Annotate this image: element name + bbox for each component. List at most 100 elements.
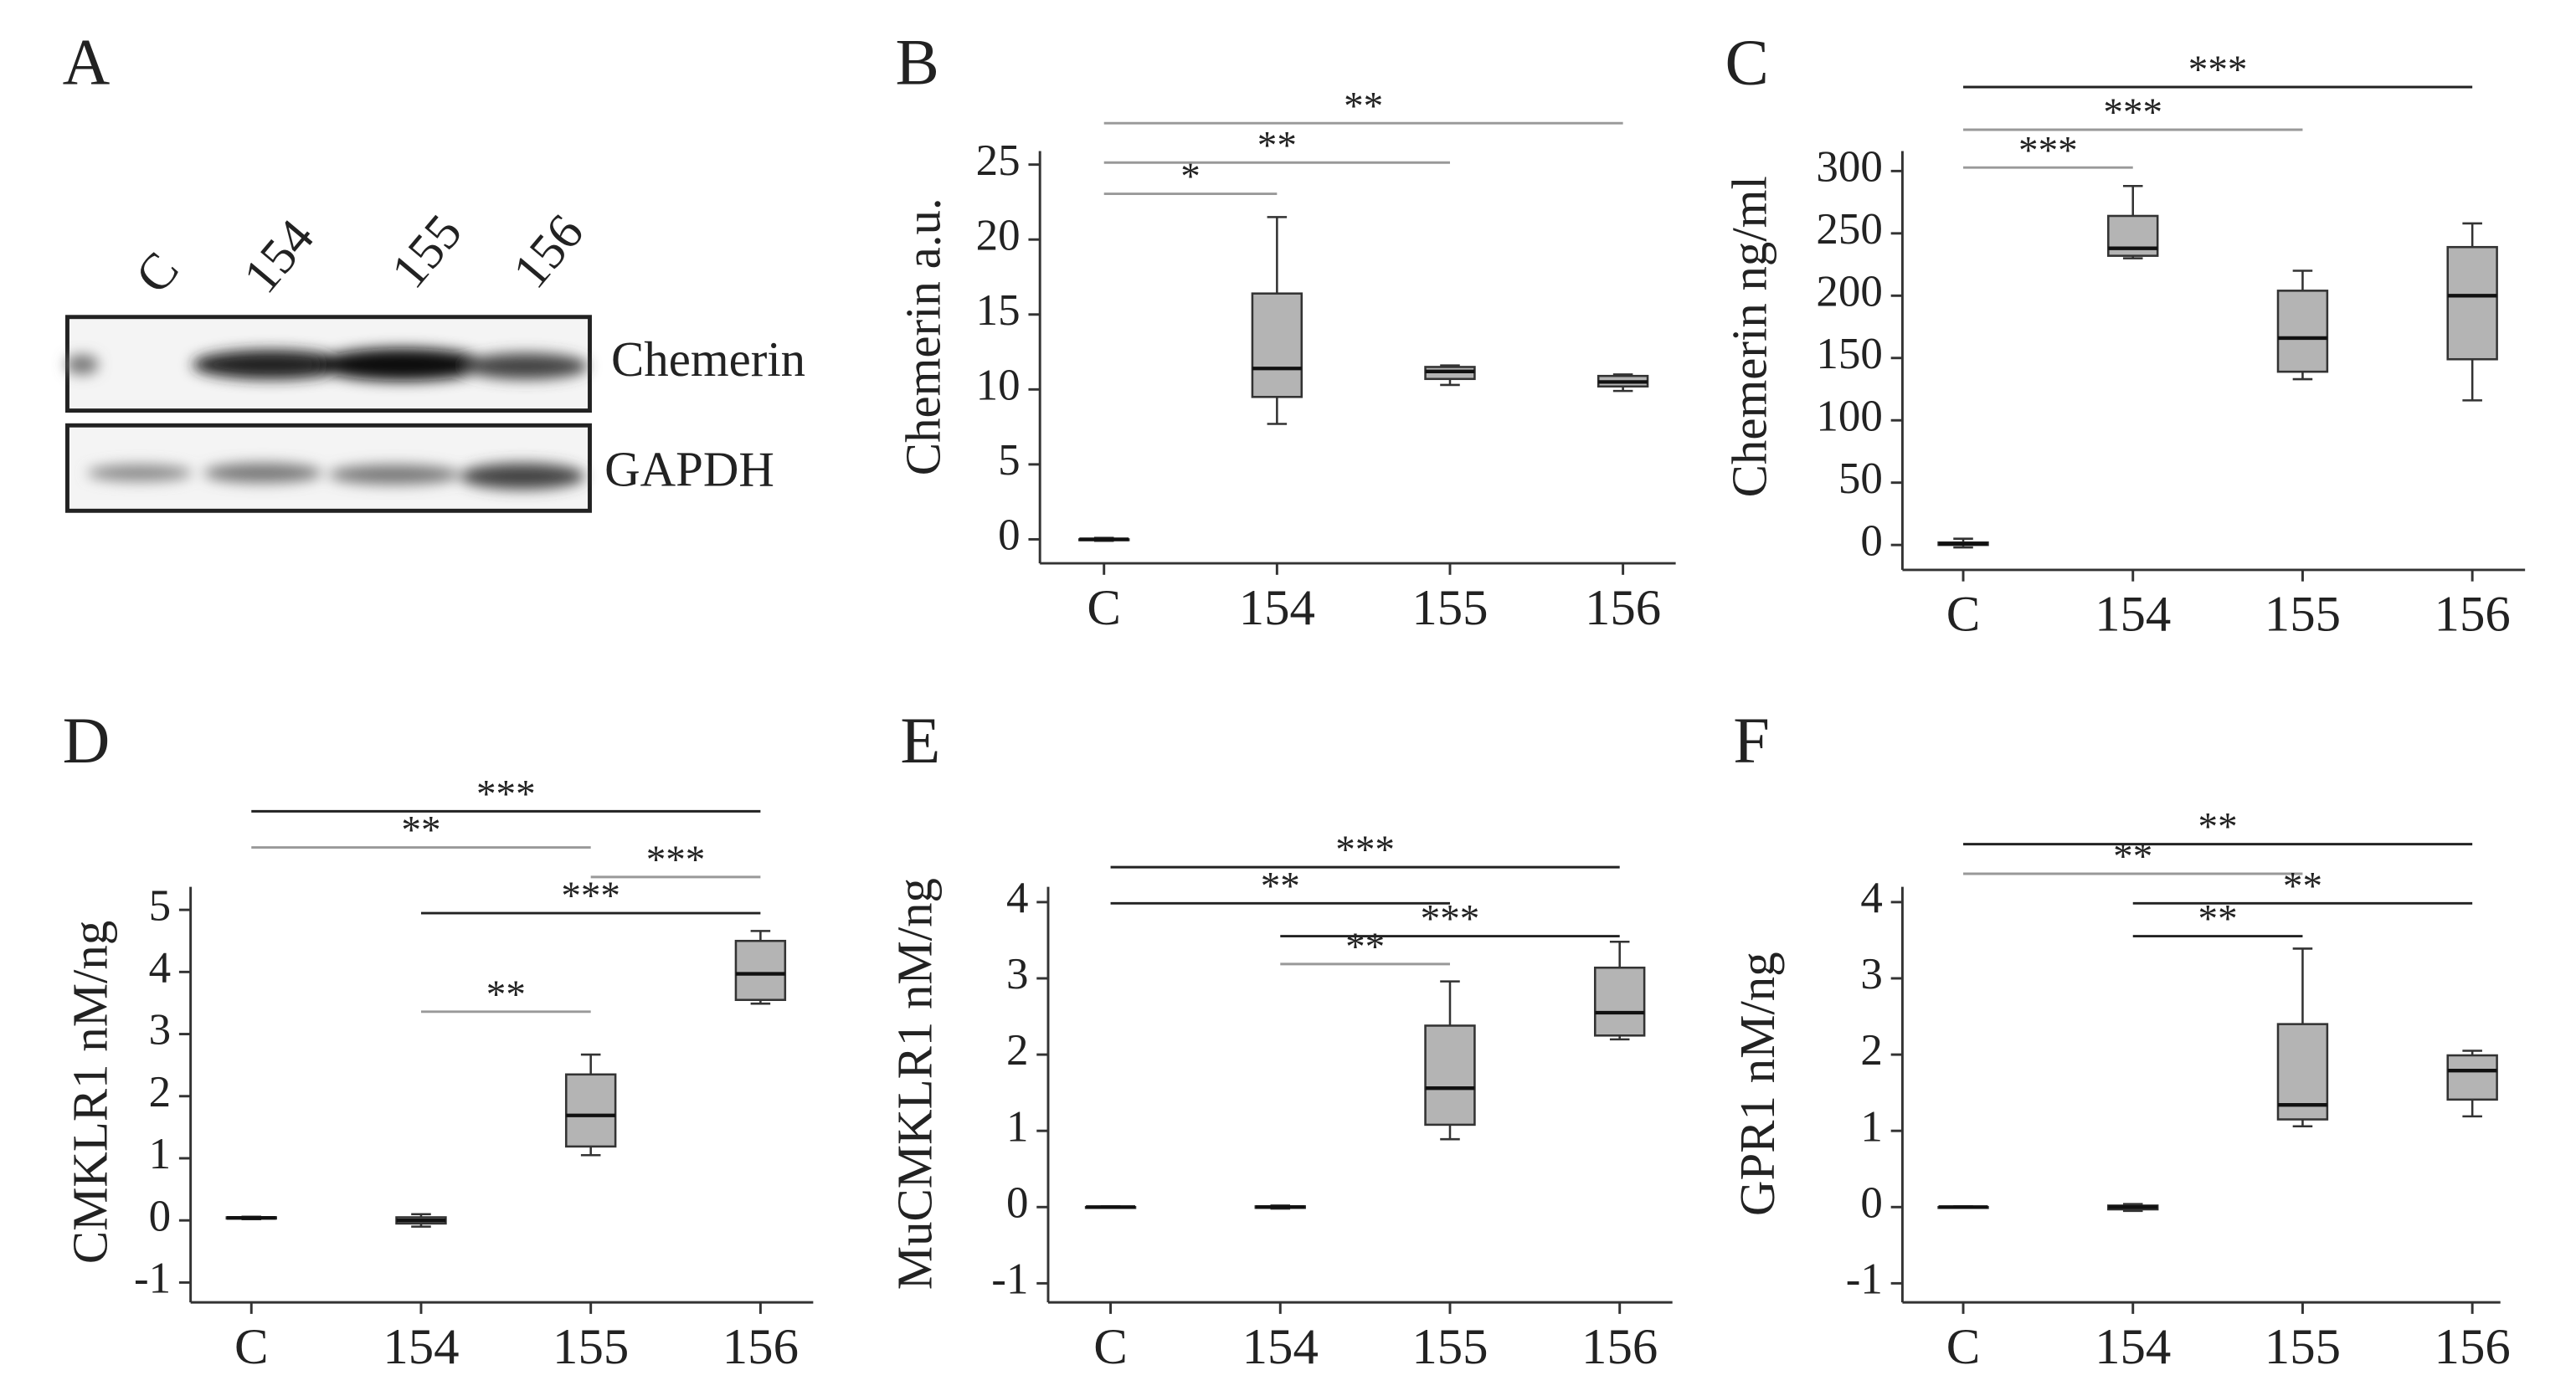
y-tick-label: 0	[1860, 1178, 1882, 1227]
panel-label: F	[1733, 704, 1770, 777]
band-label: GAPDH	[604, 443, 774, 497]
box	[2446, 1054, 2498, 1101]
significance-label: ***	[1335, 829, 1395, 872]
box	[2446, 245, 2498, 361]
x-tick-label: 156	[2435, 1319, 2511, 1375]
lane-label: 155	[381, 204, 473, 299]
panel-label: C	[1725, 25, 1768, 98]
y-tick-label: 200	[1816, 267, 1882, 316]
x-tick-label: 155	[2265, 1319, 2341, 1375]
blot-panel: A C 154 155 156 Chemerin GAPDH	[63, 25, 805, 513]
x-tick-label: C	[1946, 1319, 1981, 1375]
y-tick-label: 3	[1860, 950, 1882, 998]
y-tick-label: 0	[998, 511, 1020, 560]
y-tick-label: -1	[991, 1255, 1028, 1304]
y-tick-label: 2	[1860, 1026, 1882, 1075]
bands	[65, 348, 589, 382]
x-tick-label: C	[1093, 1319, 1128, 1375]
significance-label: **	[1261, 865, 1300, 908]
lane-label: 156	[502, 204, 594, 299]
significance-label: ***	[1421, 898, 1480, 942]
x-tick-label: 154	[2095, 1319, 2171, 1375]
y-tick-label: -1	[134, 1255, 171, 1303]
x-tick-label: 155	[1411, 1319, 1488, 1375]
significance-label: *	[1180, 156, 1201, 199]
y-tick-label: 1	[1860, 1102, 1882, 1151]
panel-label: A	[63, 25, 111, 98]
significance-label: ***	[476, 773, 536, 817]
y-tick-label: 3	[1006, 950, 1028, 998]
y-tick-label: 5	[998, 436, 1020, 485]
x-tick-label: 155	[553, 1319, 629, 1375]
y-tick-label: 1	[149, 1130, 171, 1178]
significance-label: **	[1344, 85, 1383, 128]
bands	[87, 463, 585, 490]
chart: C Chemerin ng/ml 0 50 100 150 200 250 300 C 154 155…	[1722, 25, 2526, 643]
significance-label: ***	[2018, 129, 2078, 172]
significance-label: ***	[561, 875, 620, 918]
panel-label: B	[895, 25, 938, 98]
lane-label: 154	[233, 209, 325, 304]
significance-label: **	[1257, 124, 1297, 167]
box	[564, 1073, 617, 1148]
y-tick-label: 1	[1006, 1102, 1028, 1151]
x-tick-label: 156	[2435, 587, 2511, 643]
y-axis-label: Chemerin a.u.	[896, 198, 950, 475]
x-tick-label: C	[234, 1319, 269, 1375]
box	[1593, 966, 1646, 1037]
y-tick-label: 0	[1860, 516, 1882, 565]
x-tick-label: 156	[722, 1319, 799, 1375]
chart: F GPR1 nM/ng -1 0 1 2 3 4 C 154 155 156 ** ** ** **	[1730, 704, 2511, 1375]
y-axis-label: CMKLR1 nM/ng	[63, 921, 117, 1264]
y-tick-label: 0	[1006, 1178, 1028, 1227]
y-tick-label: 2	[1006, 1026, 1028, 1075]
x-tick-label: 156	[1585, 580, 1661, 636]
significance-label: **	[2283, 865, 2322, 908]
significance-label: **	[401, 809, 440, 853]
y-tick-label: 3	[149, 1006, 171, 1055]
y-tick-label: 4	[1860, 874, 1882, 922]
significance-label: **	[2198, 898, 2238, 942]
x-tick-label: 155	[1411, 580, 1488, 636]
y-tick-label: -1	[1846, 1255, 1883, 1304]
y-tick-label: 5	[149, 881, 171, 930]
y-tick-label: 300	[1816, 143, 1882, 192]
box	[2276, 290, 2329, 373]
x-tick-label: C	[1087, 580, 1121, 636]
x-tick-label: 154	[383, 1319, 459, 1375]
y-tick-label: 250	[1816, 205, 1882, 254]
significance-label: ***	[646, 839, 706, 882]
x-tick-label: 154	[1239, 580, 1315, 636]
y-tick-label: 150	[1816, 330, 1882, 378]
y-tick-label: 15	[976, 286, 1021, 335]
y-tick-label: 0	[149, 1192, 171, 1240]
band-label: Chemerin	[611, 332, 805, 387]
significance-label: ***	[2103, 91, 2162, 135]
box	[1251, 292, 1303, 398]
box	[734, 939, 787, 1002]
box	[1424, 1024, 1476, 1127]
y-axis-label: GPR1 nM/ng	[1730, 952, 1785, 1216]
x-tick-label: C	[1946, 587, 1981, 643]
y-tick-label: 2	[149, 1068, 171, 1116]
y-axis-label: MuCMKLR1 nM/ng	[887, 878, 942, 1290]
x-tick-label: 154	[2095, 587, 2171, 643]
x-tick-label: 154	[1242, 1319, 1319, 1375]
significance-label: **	[2198, 806, 2238, 849]
significance-label: **	[486, 973, 526, 1017]
panel-label: E	[900, 704, 940, 777]
y-tick-label: 4	[149, 943, 171, 992]
lane-label: C	[125, 242, 189, 304]
y-axis-label: Chemerin ng/ml	[1722, 176, 1776, 497]
significance-label: ***	[2188, 49, 2248, 92]
panel-label: D	[63, 704, 111, 777]
y-tick-label: 20	[976, 211, 1021, 259]
x-tick-label: 155	[2265, 587, 2341, 643]
y-tick-label: 100	[1816, 392, 1882, 440]
y-tick-label: 25	[976, 136, 1021, 185]
x-tick-label: 156	[1581, 1319, 1658, 1375]
